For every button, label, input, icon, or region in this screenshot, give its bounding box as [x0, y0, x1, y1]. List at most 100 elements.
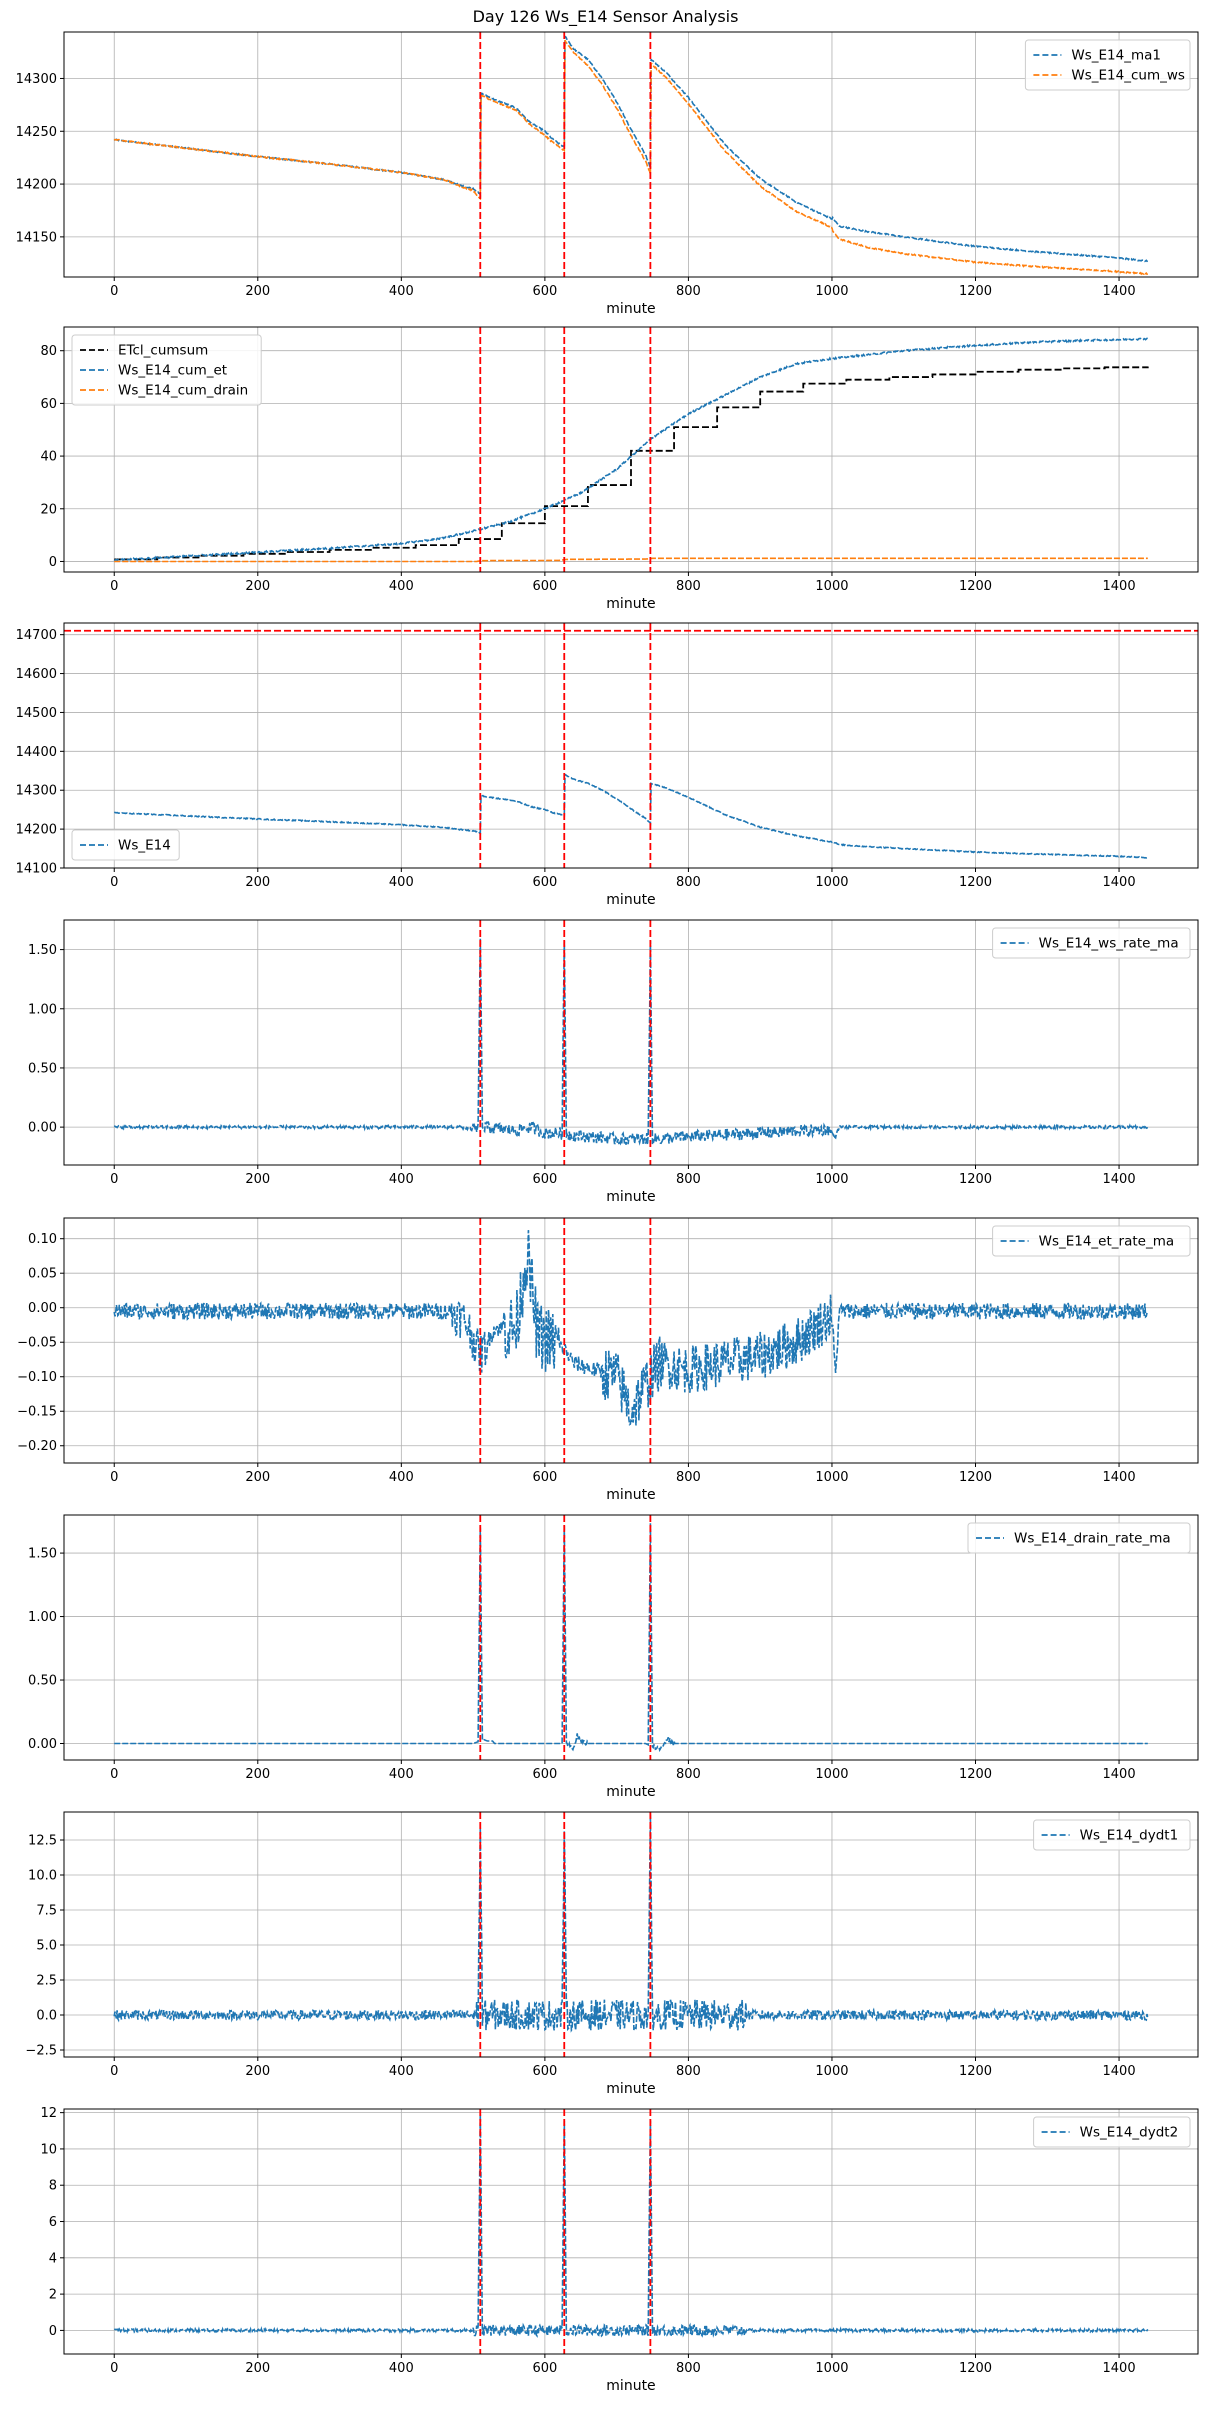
x-tick-label: 1000: [815, 1172, 848, 1187]
x-tick-label: 600: [532, 875, 557, 890]
x-tick-label: 1200: [959, 284, 992, 299]
y-tick-label: 80: [40, 344, 57, 359]
legend-box: [992, 1225, 1191, 1257]
legend: Ws_E14_et_rate_ma: [992, 1225, 1191, 1257]
y-tick-label: 5.0: [36, 1939, 57, 1954]
plot-area: [113, 2109, 1149, 2354]
x-tick-label: 400: [389, 1470, 414, 1485]
x-tick-label: 1400: [1103, 1172, 1136, 1187]
y-tick-label: 14150: [16, 230, 57, 245]
y-tick-label: 1.00: [28, 1610, 57, 1625]
figure-title: Day 126 Ws_E14 Sensor Analysis: [473, 7, 739, 27]
y-tick-label: 0.05: [28, 1267, 57, 1282]
y-tick-label: 0.00: [28, 1737, 57, 1752]
x-axis-label: minute: [606, 1189, 655, 1205]
y-tick-label: 12: [40, 2106, 57, 2121]
series-line-Ws_E14_cum_drain: [114, 557, 1148, 563]
x-tick-label: 600: [532, 1767, 557, 1782]
y-tick-label: 14300: [16, 72, 57, 87]
plot-area: [113, 1218, 1148, 1463]
grid: [64, 1812, 1198, 2057]
series-line-Ws_E14_cum_ws: [113, 39, 1148, 276]
x-tick-label: 1000: [815, 2361, 848, 2376]
legend-label: Ws_E14_cum_ws: [1071, 68, 1185, 84]
legend: Ws_E14_drain_rate_ma: [967, 1522, 1191, 1554]
panel-ws-rate: 0 200 400 600 800 1000 1200 1400 0.00 0.50 1.00 1.5…: [28, 919, 1199, 1205]
x-tick-label: 200: [245, 284, 270, 299]
panel-raw: 0 200 400 600 800 1000 1200 1400 14100 14200 14300…: [16, 622, 1199, 908]
x-axis-label: minute: [606, 2378, 655, 2394]
y-tick-label: 0.0: [36, 2009, 57, 2024]
legend-label: Ws_E14_cum_et: [118, 363, 227, 379]
x-tick-label: 600: [532, 1172, 557, 1187]
y-tick-label: −2.5: [25, 2044, 57, 2059]
y-tick-label: −0.05: [17, 1336, 57, 1351]
grid: [64, 623, 1198, 869]
series-line-Ws_E14_ws_rate_ma: [114, 938, 1148, 1146]
legend: Ws_E14_ma1 Ws_E14_cum_ws: [1024, 39, 1191, 91]
x-tick-label: 800: [676, 579, 701, 594]
legend: Ws_E14: [71, 829, 180, 861]
x-tick-label: 400: [389, 1172, 414, 1187]
y-tick-label: 8: [49, 2179, 57, 2194]
grid: [64, 2109, 1198, 2354]
y-tick-label: 40: [40, 450, 57, 465]
x-tick-label: 600: [532, 2064, 557, 2079]
x-tick-label: 1200: [959, 1172, 992, 1187]
x-tick-label: 0: [110, 579, 118, 594]
x-tick-label: 0: [110, 1767, 118, 1782]
y-tick-label: 0.00: [28, 1301, 57, 1316]
panel-dydt1: 0 200 400 600 800 1000 1200 1400 −2.5 0.0 2.5 5.0 7.…: [25, 1811, 1199, 2097]
x-axis-label: minute: [606, 1487, 655, 1503]
series-line-Ws_E14_cum_et: [113, 337, 1149, 562]
x-tick-label: 200: [245, 1172, 270, 1187]
x-tick-label: 1000: [815, 1767, 848, 1782]
x-tick-label: 0: [110, 1470, 118, 1485]
x-tick-label: 0: [110, 1172, 118, 1187]
x-tick-label: 1400: [1103, 579, 1136, 594]
axes-frame: [63, 1811, 1199, 2058]
x-tick-label: 800: [676, 2064, 701, 2079]
x-tick-label: 1200: [959, 2361, 992, 2376]
legend-label: Ws_E14_dydt2: [1080, 2125, 1179, 2141]
grid: [64, 1218, 1198, 1463]
y-tick-label: 7.5: [36, 1904, 57, 1919]
x-tick-label: 800: [676, 1172, 701, 1187]
y-tick-label: 4: [49, 2251, 57, 2266]
y-tick-label: 6: [49, 2215, 57, 2230]
legend-box: [992, 927, 1191, 959]
x-tick-label: 1400: [1103, 284, 1136, 299]
series-line-Ws_E14_drain_rate_ma: [114, 1523, 1148, 1753]
panel-cumulative: 0 200 400 600 800 1000 1200 1400 0 20 40 60 80 minute…: [40, 326, 1199, 612]
x-tick-label: 400: [389, 579, 414, 594]
legend-label: Ws_E14_drain_rate_ma: [1014, 1531, 1171, 1547]
x-tick-label: 1000: [815, 875, 848, 890]
x-axis-label: minute: [606, 892, 655, 908]
y-tick-label: 1.00: [28, 1002, 57, 1017]
x-axis-label: minute: [606, 1784, 655, 1800]
x-tick-label: 1000: [815, 2064, 848, 2079]
y-tick-label: −0.10: [17, 1370, 57, 1385]
axes-frame: [63, 1217, 1199, 1464]
x-tick-label: 1200: [959, 2064, 992, 2079]
x-tick-label: 1400: [1103, 2361, 1136, 2376]
legend-box: [71, 334, 262, 406]
x-tick-label: 800: [676, 1767, 701, 1782]
legend-box: [967, 1522, 1191, 1554]
x-tick-label: 800: [676, 875, 701, 890]
x-axis-label: minute: [606, 2081, 655, 2097]
series-line-Ws_E14_dydt2: [113, 2114, 1149, 2338]
y-tick-label: 0.00: [28, 1121, 57, 1136]
y-tick-label: 14400: [16, 745, 57, 760]
x-tick-label: 1400: [1103, 875, 1136, 890]
plot-area: [114, 1515, 1148, 1760]
x-tick-label: 400: [389, 2064, 414, 2079]
panel-dydt2: 0 200 400 600 800 1000 1200 1400 0 2 4 6 8 10 12 minute…: [40, 2106, 1199, 2394]
y-tick-label: 10.0: [28, 1869, 57, 1884]
x-tick-label: 1200: [959, 1470, 992, 1485]
axes-frame: [63, 31, 1199, 278]
y-tick-label: 14500: [16, 706, 57, 721]
y-tick-label: 14300: [16, 784, 57, 799]
plot-area: [64, 623, 1198, 868]
